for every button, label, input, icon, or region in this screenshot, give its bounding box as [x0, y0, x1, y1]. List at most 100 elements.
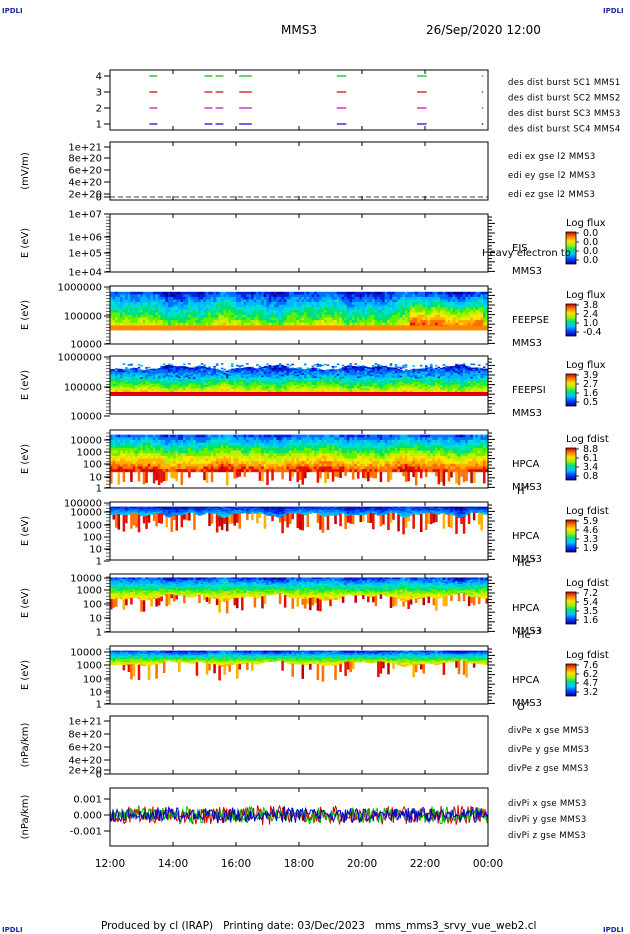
- spectrogram-cell: [120, 296, 123, 300]
- spectrogram-cell: [450, 307, 454, 311]
- spectrogram-cell: [145, 314, 149, 318]
- spectrogram-cell: [125, 374, 129, 377]
- spectrogram-cell: [243, 302, 247, 306]
- spectrogram-cell: [223, 307, 227, 311]
- spectrogram-cell: [271, 378, 275, 382]
- spectrogram-cell: [251, 307, 255, 311]
- spectrogram-cell: [140, 296, 144, 300]
- spectrogram-cell: [175, 291, 179, 295]
- spectrogram-cell: [215, 370, 219, 373]
- spectrogram-cell: [447, 309, 451, 313]
- spectrogram-speckle: [180, 374, 184, 376]
- spectrogram-speckle: [137, 366, 141, 369]
- spectrogram-cell: [175, 322, 179, 326]
- spectrogram-cell: [251, 367, 255, 370]
- spectrogram-cell: [430, 312, 433, 316]
- spectrogram-cell: [223, 302, 227, 306]
- spectrogram-cell: [397, 380, 401, 383]
- spectrogram-cell: [200, 369, 204, 372]
- spectrogram-cell: [236, 296, 239, 300]
- spectrogram-cell: [455, 386, 459, 389]
- spectrogram-cell: [427, 296, 431, 300]
- spectrogram-cell: [462, 302, 466, 306]
- spectrogram-cell: [150, 304, 154, 308]
- spectrogram-cell: [349, 386, 353, 389]
- spectrogram-cell: [311, 299, 315, 303]
- spectrogram-cell: [160, 388, 164, 391]
- spectrogram-cell: [442, 383, 446, 386]
- spectrogram-cell: [188, 291, 192, 295]
- spectrogram-cell: [351, 304, 355, 308]
- spectrogram-speckle: [389, 364, 393, 367]
- spectrogram-cell: [150, 372, 154, 375]
- spectrogram-cell: [147, 304, 151, 308]
- spectrogram-cell: [120, 291, 123, 295]
- spectrogram-cell: [241, 386, 244, 389]
- spectrogram-cell: [185, 381, 189, 384]
- spectrogram-cell: [225, 322, 229, 326]
- spectrogram-cell: [117, 383, 121, 386]
- spectrogram-cell: [394, 309, 398, 313]
- spectrogram-cell: [427, 377, 431, 380]
- spectrogram-cell: [193, 317, 197, 321]
- spectrogram-cell: [452, 320, 456, 324]
- spectrogram-cell: [470, 314, 474, 318]
- colorbar-tick-label: -0.4: [583, 327, 602, 338]
- spectrogram-cell: [442, 309, 446, 313]
- spectrogram-cell: [293, 291, 297, 295]
- spectrogram-cell: [301, 291, 305, 295]
- spectrogram-cell: [304, 307, 307, 311]
- spectrogram-cell: [465, 380, 469, 384]
- spectrogram-cell: [296, 388, 300, 391]
- spectrogram-cell: [379, 307, 383, 311]
- spectrogram-cell: [482, 377, 486, 380]
- spectrogram-cell: [142, 304, 146, 308]
- spectrogram-cell: [346, 388, 350, 391]
- spectrogram-cell: [306, 375, 310, 378]
- spectrogram-cell: [183, 322, 186, 326]
- spectrogram-cell: [419, 320, 423, 324]
- spectrogram-cell: [276, 382, 280, 385]
- spectrogram-cell: [266, 309, 270, 313]
- spectrogram-cell: [336, 320, 340, 324]
- spectrogram-cell: [208, 296, 212, 300]
- spectrogram-cell: [203, 304, 207, 308]
- spectrogram-speckle: [286, 366, 289, 369]
- spectrogram-cell: [246, 307, 249, 311]
- spectrogram-cell: [452, 390, 456, 393]
- spectrogram-cell: [278, 296, 282, 300]
- spectrogram-cell: [450, 382, 454, 385]
- spectrogram-cell: [132, 385, 136, 388]
- spectrogram-cell: [142, 377, 146, 380]
- spectrogram-speckle: [412, 365, 415, 367]
- spectrogram-speckle: [414, 375, 418, 377]
- spectrogram-cell: [162, 322, 166, 326]
- spectrogram-cell: [346, 367, 350, 370]
- spectrogram-cell: [276, 388, 280, 391]
- spectrogram-cell: [457, 299, 461, 303]
- spectrogram-cell: [117, 450, 121, 454]
- y-tick-label: 4e+20: [68, 178, 102, 189]
- spectrogram-cell: [175, 368, 179, 371]
- spectrogram-cell: [389, 322, 393, 326]
- spectrogram-cell: [110, 463, 113, 467]
- spectrogram-speckle: [480, 373, 483, 376]
- spectrogram-speckle: [170, 367, 173, 370]
- spectrogram-cell: [419, 322, 423, 326]
- spectrogram-cell: [291, 381, 295, 384]
- spectrogram-cell: [132, 376, 136, 379]
- spectrogram-cell: [457, 364, 461, 367]
- spectrogram-cell: [321, 376, 325, 379]
- spectrogram-cell: [445, 317, 449, 321]
- spectrogram-cell: [263, 302, 267, 306]
- spectrogram-cell: [387, 390, 391, 393]
- spectrogram-cell: [477, 304, 481, 308]
- spectrogram-cell: [351, 380, 355, 384]
- spectrogram-cell: [145, 309, 149, 313]
- spectrogram-cell: [150, 322, 154, 326]
- spectrogram-cell: [387, 302, 391, 306]
- spectrogram-speckle: [407, 373, 410, 376]
- spectrogram-cell: [377, 299, 381, 303]
- spectrogram-cell: [412, 386, 416, 390]
- spectrogram-cell: [329, 291, 333, 295]
